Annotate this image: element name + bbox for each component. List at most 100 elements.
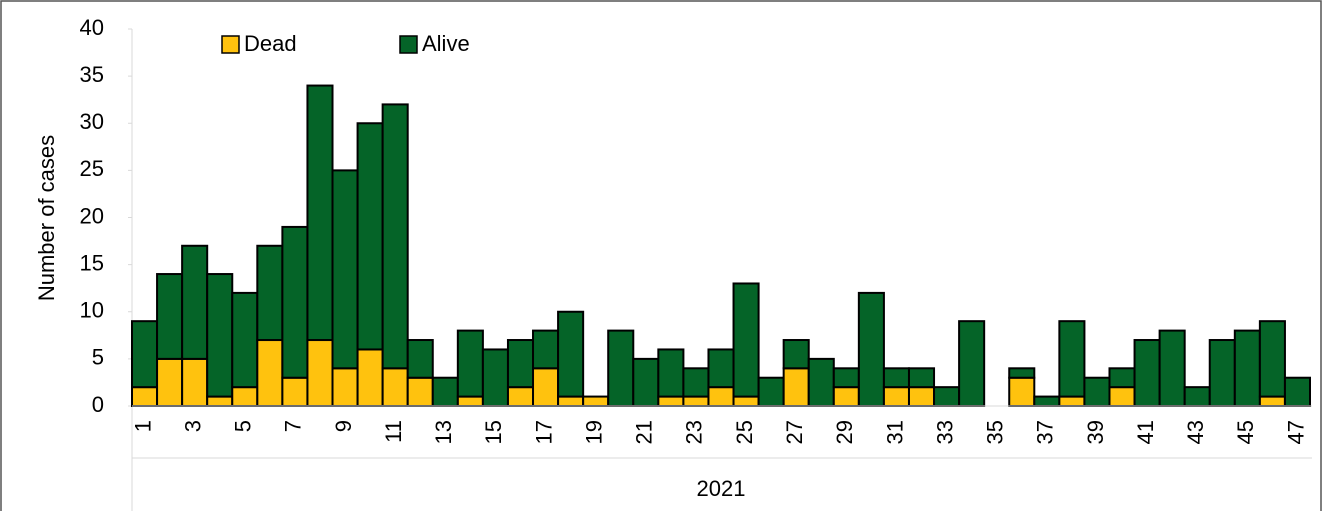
legend-label: Dead: [244, 31, 297, 56]
bar-segment: [356, 122, 384, 351]
bar-segment: [1033, 395, 1061, 408]
bar-segment: [331, 367, 359, 407]
y-tick-label: 20: [80, 203, 104, 228]
x-tick-label: 29: [832, 420, 857, 444]
y-tick-label: 10: [80, 298, 104, 323]
x-tick-label: 3: [180, 420, 205, 432]
x-tick-label: 33: [932, 420, 957, 444]
bar-segment: [557, 395, 585, 408]
bar-segment: [331, 169, 359, 370]
bar-segment: [907, 386, 936, 407]
bar-segment: [857, 291, 885, 407]
bar-segment: [456, 329, 484, 398]
y-tick-label: 5: [92, 345, 104, 370]
x-tick-label: 25: [732, 420, 757, 444]
bar-segment: [757, 376, 785, 408]
bar-segment: [1008, 367, 1036, 379]
bar-segment: [1058, 395, 1086, 408]
x-tick-label: 9: [331, 420, 356, 432]
bar-segment: [532, 329, 560, 370]
x-tick-label: 43: [1183, 420, 1208, 444]
legend-label: Alive: [422, 31, 470, 56]
bar-segment: [431, 376, 459, 408]
bar-segment: [832, 386, 860, 407]
bar-segment: [456, 395, 484, 408]
x-tick-label: 1: [130, 420, 155, 432]
bar-segment: [607, 329, 635, 408]
bar-segment: [356, 348, 384, 408]
bar-segment: [782, 367, 810, 407]
bar-segment: [1283, 376, 1311, 408]
bar-segment: [1233, 329, 1261, 408]
x-tick-label: 5: [231, 420, 256, 432]
bar-segment: [707, 386, 735, 407]
x-tick-label: 15: [481, 420, 506, 444]
bar-segment: [807, 357, 835, 407]
bar-segment: [406, 339, 434, 379]
bar-segment: [1208, 339, 1236, 407]
bar-segment: [958, 320, 986, 407]
bar-segment: [231, 291, 259, 389]
bar-segment: [406, 376, 434, 408]
bar-segment: [481, 348, 509, 408]
bar-segment: [732, 395, 760, 408]
bar-segment: [181, 244, 209, 360]
bar-segment: [557, 310, 585, 398]
x-tick-label: 37: [1033, 420, 1058, 444]
x-tick-label: 35: [983, 420, 1008, 444]
bar-segment: [682, 395, 710, 408]
bar-segment: [1258, 395, 1286, 408]
bar-segment: [206, 273, 234, 398]
bar-segment: [1083, 376, 1111, 408]
bar-segment: [506, 339, 535, 389]
x-tick-label: 41: [1133, 420, 1158, 444]
bar-segment: [306, 339, 334, 407]
x-tick-label: 13: [431, 420, 456, 444]
y-tick-label: 25: [80, 156, 104, 181]
bar-segment: [882, 367, 910, 389]
bar-segment: [131, 320, 159, 389]
bar-segment: [882, 386, 910, 407]
bar-segment: [782, 339, 810, 370]
x-group-label: 2021: [697, 476, 746, 501]
x-tick-label: 39: [1083, 420, 1108, 444]
bar-segment: [281, 225, 309, 379]
x-tick-label: 45: [1233, 420, 1258, 444]
y-tick-label: 35: [80, 62, 104, 87]
bar-segment: [1258, 320, 1286, 398]
legend-swatch: [221, 35, 240, 54]
x-tick-label: 27: [782, 420, 807, 444]
bar-segment: [732, 282, 760, 398]
bar-segment: [1158, 329, 1186, 408]
x-tick-label: 23: [682, 420, 707, 444]
bar-segment: [381, 367, 409, 407]
x-tick-label: 7: [281, 420, 306, 432]
bar-segment: [532, 367, 560, 407]
bar-segment: [131, 386, 159, 407]
bar-segment: [1183, 386, 1211, 407]
bar-segment: [582, 395, 610, 408]
bar-segment: [1108, 367, 1136, 389]
x-tick-label: 31: [882, 420, 907, 444]
bar-segment: [1058, 320, 1086, 398]
bar-segment: [381, 103, 409, 370]
bar-segment: [1108, 386, 1136, 407]
legend-swatch: [399, 35, 418, 54]
bar-segment: [1133, 339, 1161, 407]
y-tick-label: 15: [80, 250, 104, 275]
x-tick-label: 47: [1283, 420, 1308, 444]
bar-segment: [156, 273, 184, 360]
bar-segment: [281, 376, 309, 408]
bar-segment: [181, 357, 209, 407]
bar-segment: [657, 395, 685, 408]
bar-segment: [707, 348, 735, 389]
bar-segment: [682, 367, 710, 398]
y-tick-label: 30: [80, 109, 104, 134]
bar-segment: [506, 386, 535, 407]
bar-segment: [657, 348, 685, 398]
x-tick-label: 19: [581, 420, 606, 444]
bar-segment: [231, 386, 259, 407]
bar-segment: [156, 357, 184, 407]
y-tick-label: 40: [80, 15, 104, 40]
